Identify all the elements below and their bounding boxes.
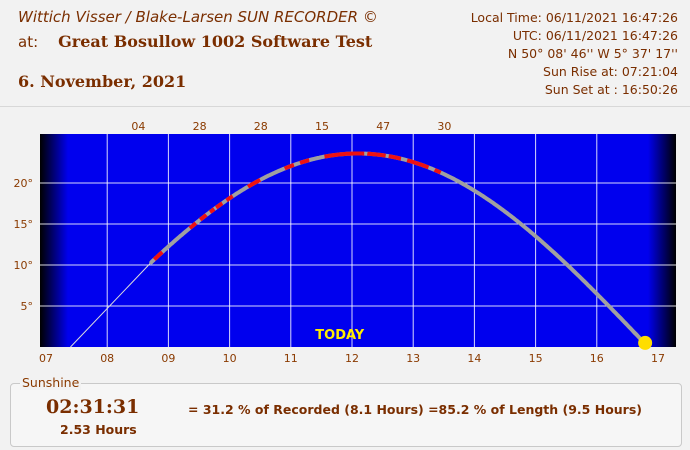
- recorded-sunshine-segment: [366, 151, 386, 158]
- x-tick-label: 15: [529, 352, 543, 365]
- night-shade-right: [648, 134, 676, 347]
- coordinates: N 50° 08' 46'' W 5° 37' 17'': [507, 46, 678, 61]
- x-tick-label: 13: [406, 352, 420, 365]
- y-tick-label: 15°: [14, 218, 34, 231]
- x-tick-label: 10: [223, 352, 237, 365]
- recorded-sunshine-segment: [188, 221, 198, 230]
- at-label: at:: [18, 33, 39, 51]
- recorded-sunshine-segment: [433, 168, 442, 175]
- recorded-sunshine-segment: [208, 207, 216, 214]
- plot-background: [40, 134, 676, 347]
- sunshine-percentages: = 31.2 % of Recorded (8.1 Hours) =85.2 %…: [188, 402, 642, 417]
- x-tick-label: 11: [284, 352, 298, 365]
- recorded-sunshine-segment: [198, 213, 208, 222]
- y-tick-label: 5°: [21, 300, 34, 313]
- top-hour-label: 15: [315, 120, 329, 133]
- sunshine-duration: 02:31:31: [46, 396, 140, 418]
- app-title: Wittich Visser / Blake-Larsen SUN RECORD…: [18, 8, 378, 26]
- utc-time: UTC: 06/11/2021 16:47:26: [512, 28, 678, 43]
- recorded-sunshine-segment: [152, 250, 164, 261]
- x-tick-label: 12: [345, 352, 359, 365]
- sun-path-thin: [70, 261, 152, 348]
- x-tick-label: 17: [651, 352, 665, 365]
- sunrise-time: Sun Rise at: 07:21:04: [543, 64, 678, 79]
- location-name: Great Bosullow 1002 Software Test: [58, 32, 373, 51]
- report-date: 6. November, 2021: [18, 72, 187, 91]
- x-tick-label: 14: [467, 352, 481, 365]
- sunshine-hours: 2.53 Hours: [60, 422, 137, 437]
- sunshine-panel: [10, 383, 682, 447]
- x-tick-label: 16: [590, 352, 604, 365]
- today-label: TODAY: [315, 328, 365, 343]
- sun-chart: 07 08 09 10 11 12 13 14 15 16 17 5° 10° 15° 20° 04 28 28 1…: [14, 120, 676, 365]
- top-hour-label: 28: [193, 120, 207, 133]
- recorded-sunshine-segment: [324, 151, 365, 159]
- recorded-sunshine-segment: [225, 194, 234, 203]
- sunshine-legend: Sunshine: [20, 375, 82, 390]
- top-hour-label: 28: [254, 120, 268, 133]
- header-divider: [0, 106, 690, 107]
- recorded-sunshine-segment: [283, 163, 295, 171]
- top-hour-label: 04: [131, 120, 145, 133]
- recorded-sunshine-segment: [388, 154, 402, 161]
- recorded-sunshine-segment: [246, 178, 262, 189]
- x-tick-label: 08: [100, 352, 114, 365]
- location-line: at: Great Bosullow 1002 Software Test: [18, 32, 372, 51]
- recorded-sunshine-segment: [214, 201, 224, 210]
- night-shade-left: [40, 134, 68, 347]
- top-hour-label: 30: [437, 120, 451, 133]
- local-time: Local Time: 06/11/2021 16:47:26: [470, 10, 678, 25]
- x-tick-label: 09: [161, 352, 175, 365]
- recorded-sunshine-segment: [299, 158, 310, 165]
- top-hour-label: 47: [376, 120, 390, 133]
- sun-icon: [638, 335, 653, 350]
- x-tick-label: 07: [39, 352, 53, 365]
- sunset-time: Sun Set at : 16:50:26: [544, 82, 678, 97]
- recorded-sunshine-segment: [406, 158, 430, 170]
- y-tick-label: 10°: [14, 259, 34, 272]
- y-tick-label: 20°: [14, 177, 34, 190]
